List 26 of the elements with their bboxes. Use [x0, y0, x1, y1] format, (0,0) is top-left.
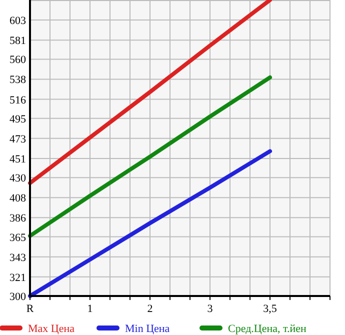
y-tick-label: 365 — [10, 232, 26, 244]
x-tick-label: R — [26, 303, 34, 315]
x-tick-label: 3,5 — [263, 303, 278, 315]
y-tick-label: 581 — [10, 35, 26, 48]
x-tick-label: 2 — [147, 303, 153, 315]
y-tick-label: 300 — [10, 291, 26, 303]
y-tick-label: 560 — [10, 54, 26, 66]
y-tick-label: 451 — [10, 153, 26, 166]
legend-label: Max Цена — [28, 323, 75, 335]
y-tick-label: 430 — [10, 172, 26, 185]
y-tick-label: 321 — [10, 272, 26, 284]
x-tick-label: 3 — [207, 303, 214, 315]
y-tick-label: 473 — [10, 133, 26, 146]
y-tick-label: 538 — [10, 74, 26, 86]
y-tick-label: 495 — [10, 113, 26, 126]
y-tick-label: 343 — [10, 252, 26, 264]
y-tick-label: 386 — [10, 212, 26, 225]
y-tick-label: 603 — [10, 15, 26, 28]
line-series — [28, 149, 272, 298]
legend-label: Сред.Цена, т.йен — [228, 323, 307, 335]
legend-label: Min Цена — [125, 323, 170, 335]
x-tick-label: 1 — [87, 303, 93, 315]
line-series — [28, 0, 272, 186]
line-series — [28, 75, 272, 238]
y-tick-label: 408 — [10, 192, 26, 205]
y-tick-label: 516 — [10, 94, 26, 106]
